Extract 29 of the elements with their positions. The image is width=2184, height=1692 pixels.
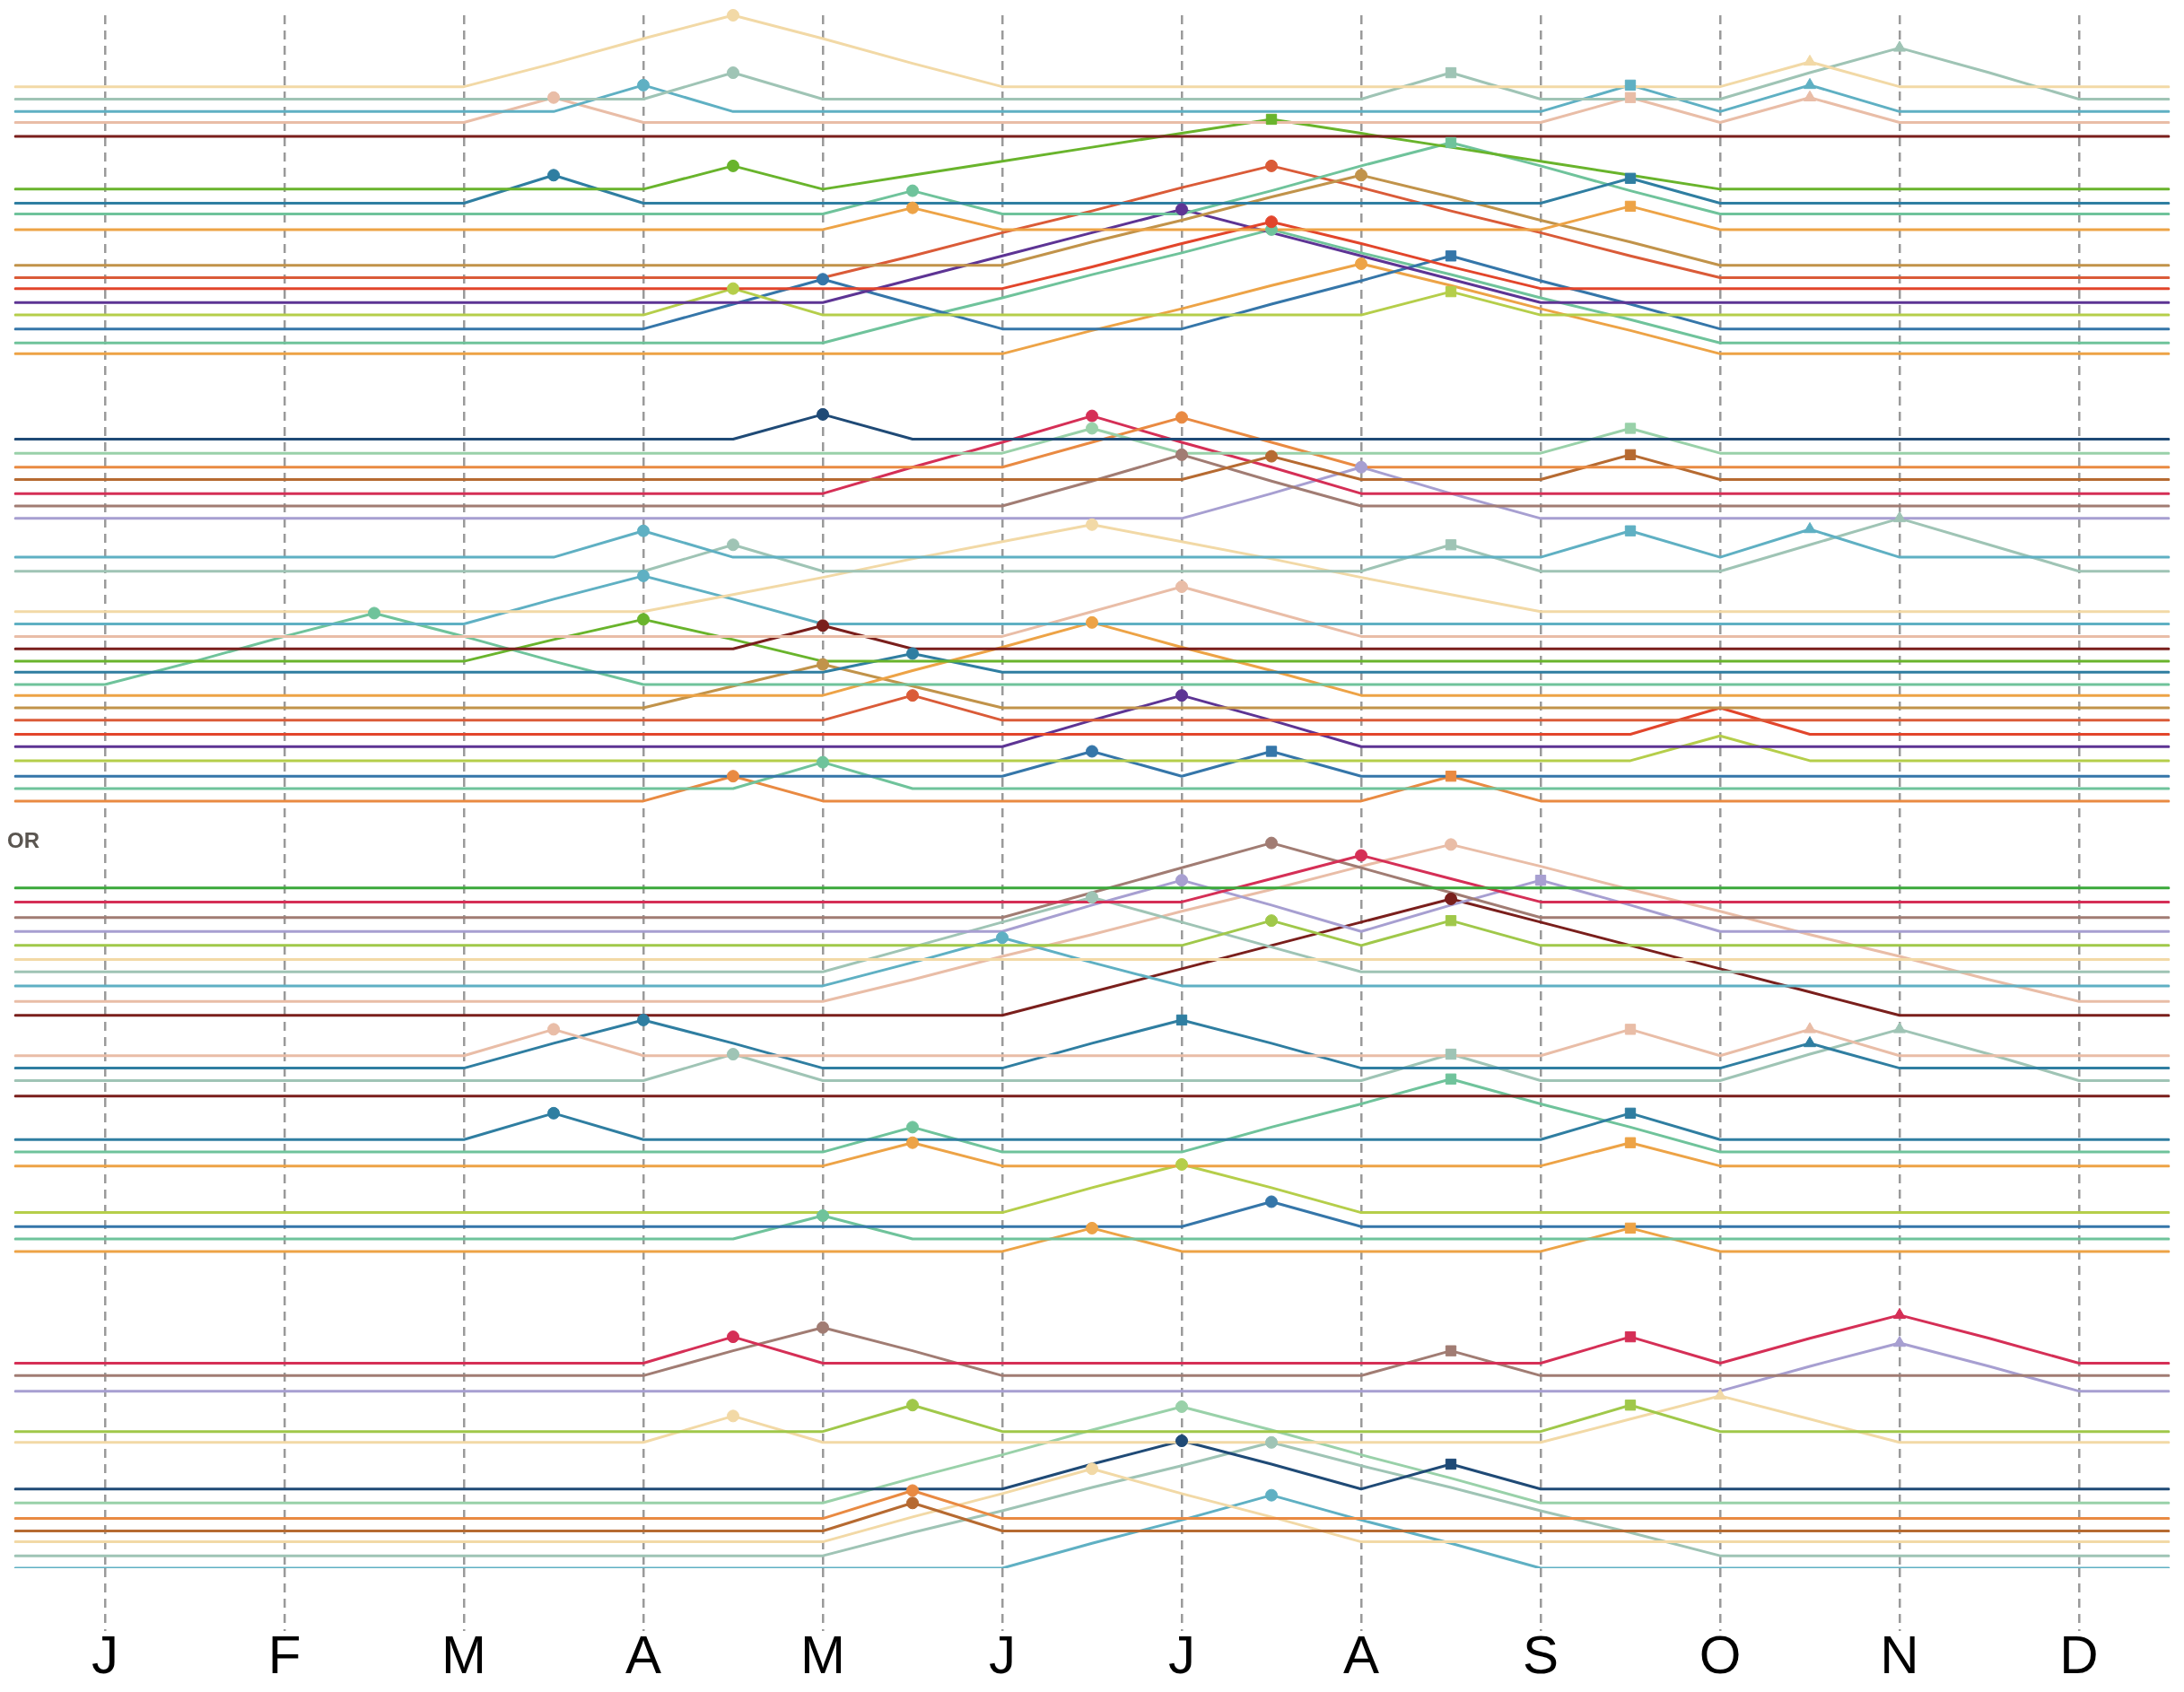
x-tick-label: A (1342, 1624, 1380, 1685)
x-tick-label: M (441, 1624, 486, 1685)
point (1624, 1400, 1637, 1411)
x-tick-label: N (1880, 1624, 1919, 1685)
point (1175, 689, 1188, 702)
x-tick-label: J (989, 1624, 1016, 1685)
point (1175, 203, 1188, 216)
annotation: OR (7, 827, 39, 852)
point (906, 689, 919, 702)
x-tick-label: S (1522, 1624, 1559, 1685)
point (1804, 1035, 1816, 1048)
x-tick-label: A (625, 1624, 662, 1685)
x-tick-label: M (800, 1624, 845, 1685)
point (817, 755, 829, 769)
point (1265, 215, 1278, 229)
x-tick-label: J (92, 1624, 118, 1685)
point (817, 658, 829, 671)
point (1355, 257, 1367, 270)
point (1893, 1022, 1906, 1034)
x-tick-label: F (267, 1624, 301, 1685)
x-tick-label: D (2059, 1624, 2099, 1685)
x-tick-label: O (1699, 1624, 1742, 1685)
point (1804, 54, 1816, 66)
point (906, 1121, 919, 1134)
point (906, 201, 919, 214)
point (1714, 1388, 1726, 1400)
point (817, 619, 829, 632)
x-tick-label: J (1168, 1624, 1195, 1685)
point (1624, 1330, 1637, 1343)
